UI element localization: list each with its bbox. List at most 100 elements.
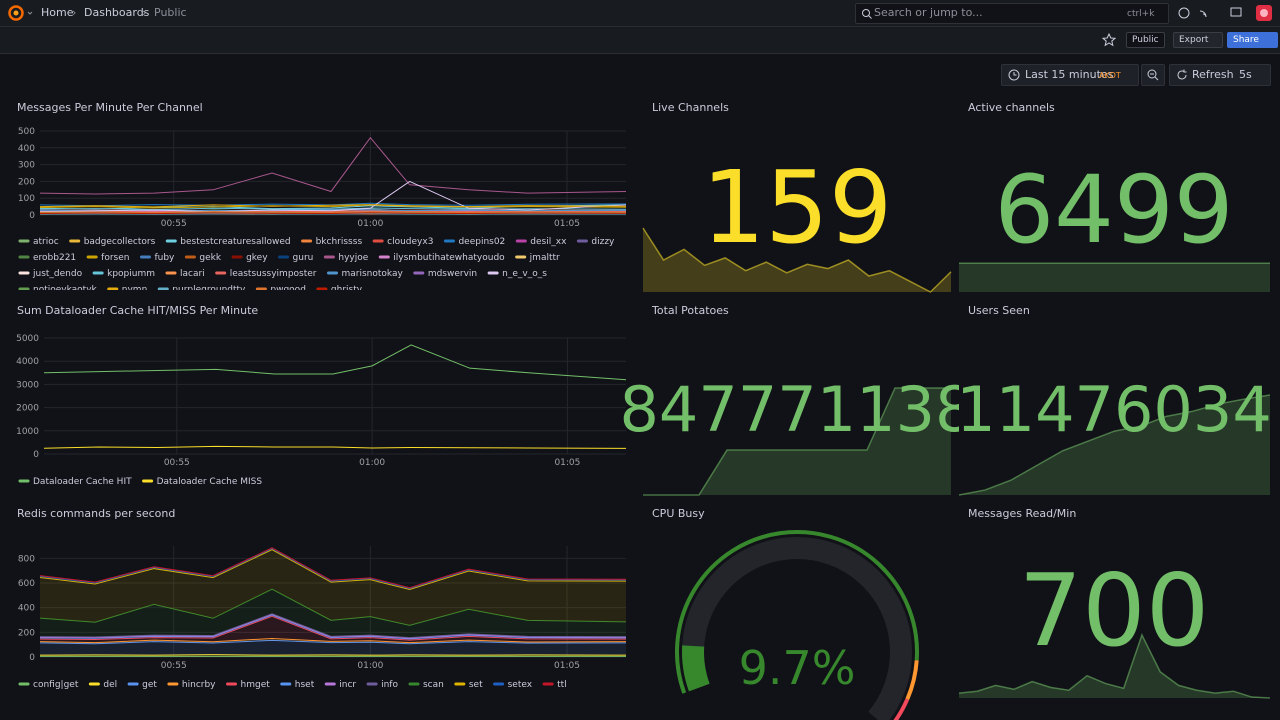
series-line bbox=[39, 204, 627, 209]
gauge-threshold bbox=[893, 698, 910, 720]
legend-label: n_e_v_o_s bbox=[502, 269, 547, 279]
series-line bbox=[39, 212, 627, 215]
star-icon[interactable] bbox=[1102, 33, 1116, 47]
gauge-threshold bbox=[675, 530, 919, 694]
header-icons[interactable] bbox=[1176, 5, 1276, 23]
sparkline-area bbox=[959, 263, 1270, 292]
panel-title: Redis commands per second bbox=[17, 507, 175, 520]
refresh-interval[interactable]: 5s bbox=[1239, 68, 1252, 81]
series-line bbox=[39, 210, 627, 213]
y-tick-label: 500 bbox=[18, 127, 35, 137]
x-tick-label: 01:05 bbox=[554, 458, 580, 468]
y-tick-label: 200 bbox=[18, 628, 35, 638]
panel bbox=[959, 500, 1270, 712]
time-picker[interactable]: Last 15 minutes AKDT bbox=[1001, 64, 1139, 86]
legend-label: incr bbox=[339, 680, 356, 690]
series-line bbox=[39, 136, 627, 195]
gauge-track bbox=[682, 537, 912, 720]
refresh-picker[interactable]: Refresh 5s bbox=[1169, 64, 1271, 86]
stat-value: 700 bbox=[1019, 552, 1210, 669]
y-tick-label: 0 bbox=[29, 211, 35, 221]
legend-label: set bbox=[469, 680, 483, 690]
y-tick-label: 1000 bbox=[16, 427, 39, 437]
y-tick-label: 300 bbox=[18, 161, 35, 171]
legend-label: desil_xx bbox=[530, 237, 567, 247]
series-line bbox=[39, 613, 627, 639]
legend-label: ttl bbox=[557, 680, 567, 690]
legend-label: leastsussyimposter bbox=[230, 269, 317, 279]
y-tick-label: 3000 bbox=[16, 380, 39, 390]
refresh-button[interactable]: Refresh bbox=[1192, 68, 1234, 81]
area-segment bbox=[40, 589, 626, 638]
x-tick-label: 00:55 bbox=[164, 458, 190, 468]
area-segment bbox=[40, 549, 626, 626]
legend-label: gekk bbox=[199, 253, 221, 263]
time-range: Last 15 minutes bbox=[1025, 68, 1114, 81]
search-placeholder: Search or jump to... bbox=[874, 6, 983, 19]
breadcrumb-separator: › bbox=[72, 6, 77, 19]
legend-label: hincrby bbox=[182, 680, 216, 690]
legend-label: setex bbox=[508, 680, 533, 690]
legend: Dataloader Cache HIT Dataloader Cache MIS… bbox=[18, 477, 263, 487]
y-tick-label: 200 bbox=[18, 177, 35, 187]
sparkline bbox=[642, 227, 952, 293]
breadcrumb[interactable]: Home bbox=[41, 6, 74, 19]
legend-label: del bbox=[103, 680, 117, 690]
legend-label: config|get bbox=[33, 680, 79, 690]
stat-value: 847771138 bbox=[619, 373, 974, 446]
legend-label: Dataloader Cache HIT bbox=[33, 477, 132, 487]
legend-label: marisnotokay bbox=[342, 269, 404, 279]
sparkline bbox=[958, 633, 1271, 699]
series-line bbox=[39, 204, 627, 210]
legend-label: purplegroundttv bbox=[172, 285, 246, 295]
breadcrumb: Public bbox=[154, 6, 187, 19]
panel-title: Live Channels bbox=[652, 101, 729, 114]
legend-label: scan bbox=[423, 680, 444, 690]
share-button[interactable]: Share bbox=[1227, 32, 1278, 48]
x-tick-label: 01:05 bbox=[554, 219, 580, 229]
y-tick-label: 100 bbox=[18, 194, 35, 204]
area-segment bbox=[40, 548, 626, 590]
legend-label: Dataloader Cache MISS bbox=[157, 477, 263, 487]
y-tick-label: 0 bbox=[29, 653, 35, 663]
series-line bbox=[39, 588, 627, 626]
series-line bbox=[43, 344, 627, 381]
legend: atrioc badgecollectors bestestcreaturesall… bbox=[18, 237, 615, 295]
legend-label: qhristv bbox=[331, 285, 363, 295]
legend-label: kpopiumm bbox=[107, 269, 155, 279]
export-button[interactable]: Export bbox=[1173, 32, 1224, 48]
x-tick-label: 00:55 bbox=[161, 219, 187, 229]
top-bar: Home › Dashboards › Public Search or jum… bbox=[0, 0, 1280, 27]
legend-label: fuby bbox=[154, 253, 175, 263]
sparkline-area bbox=[959, 635, 1270, 698]
breadcrumb[interactable]: Dashboards bbox=[84, 6, 150, 19]
grafana-logo[interactable] bbox=[8, 5, 34, 21]
search-box[interactable]: Search or jump to... ctrl+k bbox=[855, 3, 1169, 24]
series-line bbox=[39, 614, 627, 640]
panel-title: Messages Read/Min bbox=[968, 507, 1076, 520]
zoom-out-button[interactable] bbox=[1141, 64, 1165, 86]
x-tick-label: 01:00 bbox=[357, 661, 383, 671]
x-tick-label: 01:05 bbox=[554, 661, 580, 671]
y-tick-label: 5000 bbox=[16, 334, 39, 344]
y-tick-label: 4000 bbox=[16, 357, 39, 367]
legend-label: jmalttr bbox=[529, 253, 560, 263]
panel bbox=[959, 94, 1270, 292]
legend-label: hset bbox=[295, 680, 315, 690]
x-tick-label: 00:55 bbox=[161, 661, 187, 671]
zoom-icon bbox=[1147, 69, 1159, 81]
y-tick-label: 400 bbox=[18, 604, 35, 614]
stat-value: 6499 bbox=[994, 156, 1233, 265]
legend-label: pwgood bbox=[270, 285, 306, 295]
legend-label: erobb221 bbox=[33, 253, 76, 263]
sparkline bbox=[958, 394, 1271, 496]
panel-title: Active channels bbox=[968, 101, 1055, 114]
series-line bbox=[39, 613, 627, 639]
gauge-label: 9.7% bbox=[739, 641, 856, 695]
stat-value: 11476034 bbox=[956, 373, 1272, 446]
legend: config|get del get hincrby hmget hset incr info… bbox=[18, 680, 567, 690]
panel bbox=[643, 94, 951, 292]
legend-label: hyyjoe bbox=[338, 253, 368, 263]
